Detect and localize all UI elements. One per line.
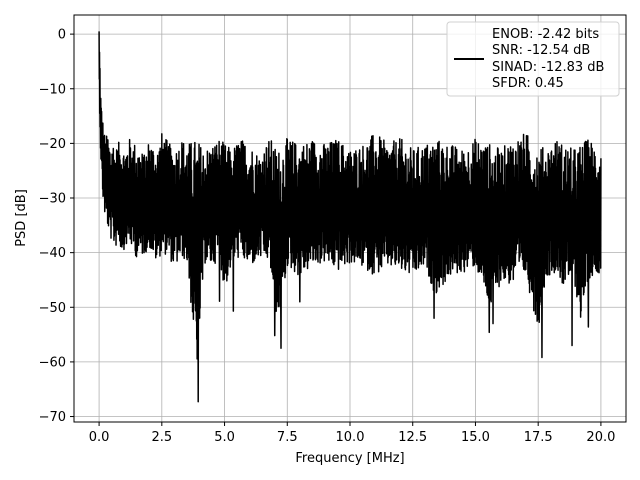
legend: ENOB: -2.42 bits SNR: -12.54 dB SINAD: -… [446, 21, 620, 97]
x-axis-ticks: 0.0 2.5 5.0 7.5 10.0 12.5 15.0 17.5 20.0 [89, 422, 615, 445]
x-tick-label: 2.5 [151, 430, 172, 445]
x-tick-label: 0.0 [89, 430, 110, 445]
x-tick-label: 12.5 [398, 430, 427, 445]
legend-snr: SNR: -12.54 dB [492, 43, 590, 58]
x-tick-label: 10.0 [336, 430, 365, 445]
y-tick-label: −20 [39, 137, 66, 152]
y-tick-label: −50 [39, 301, 66, 316]
y-tick-label: −30 [39, 192, 66, 207]
x-tick-label: 15.0 [461, 430, 490, 445]
y-tick-label: −40 [39, 246, 66, 261]
legend-sinad: SINAD: -12.83 dB [492, 60, 604, 75]
y-tick-label: −60 [39, 355, 66, 370]
x-tick-label: 7.5 [277, 430, 298, 445]
x-tick-label: 17.5 [524, 430, 553, 445]
y-tick-label: 0 [58, 28, 66, 43]
y-tick-label: −10 [39, 82, 66, 97]
y-axis-label: PSD [dB] [14, 189, 29, 247]
x-tick-label: 5.0 [214, 430, 235, 445]
x-axis-label: Frequency [MHz] [295, 451, 404, 466]
legend-sfdr: SFDR: 0.45 [492, 76, 564, 91]
legend-enob: ENOB: -2.42 bits [492, 27, 599, 42]
psd-series-line [98, 31, 602, 403]
x-tick-label: 20.0 [586, 430, 615, 445]
plot-area [98, 31, 602, 403]
y-axis-ticks: 0 −10 −20 −30 −40 −50 −60 −70 [39, 28, 74, 425]
legend-box [446, 21, 620, 97]
y-tick-label: −70 [39, 410, 66, 425]
